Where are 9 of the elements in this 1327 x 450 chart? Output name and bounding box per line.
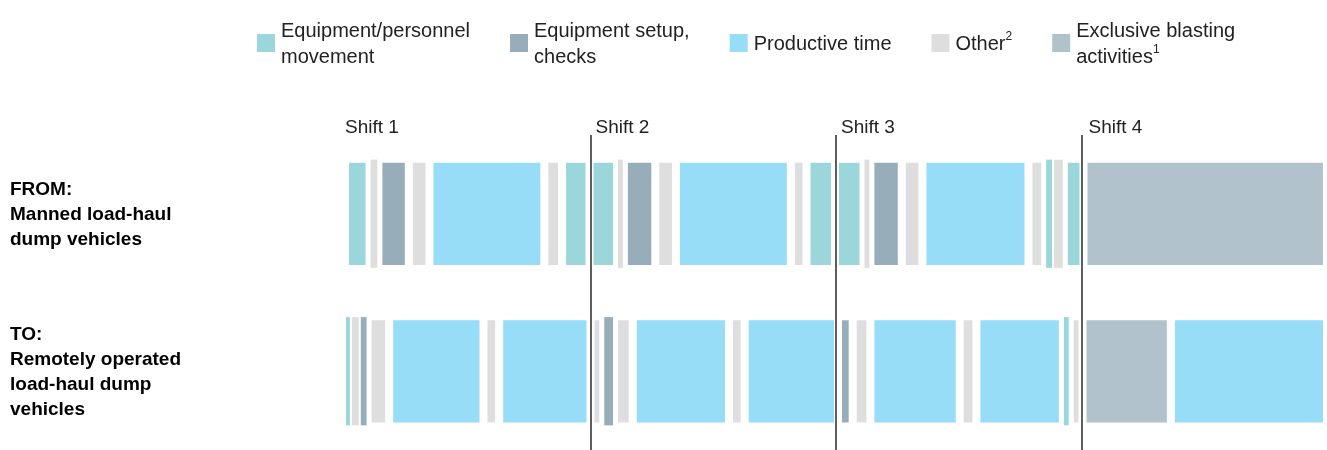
- ref-line-label: Shift 2: [595, 116, 650, 137]
- annotation: Shift 1: [345, 116, 399, 137]
- y-tick-label: FROM: Manned load-haul dump vehicles: [10, 178, 172, 250]
- legend-label: Equipment setup, checks: [534, 19, 690, 67]
- legend-label: Equipment/personnel movement: [281, 19, 471, 67]
- ref-line-label: Shift 3: [841, 116, 895, 137]
- ref-line-label: Shift 4: [1088, 116, 1143, 137]
- y-tick-label: TO: Remotely operated load-haul dump vehicles: [10, 323, 182, 420]
- legend-label: Productive time: [753, 32, 892, 54]
